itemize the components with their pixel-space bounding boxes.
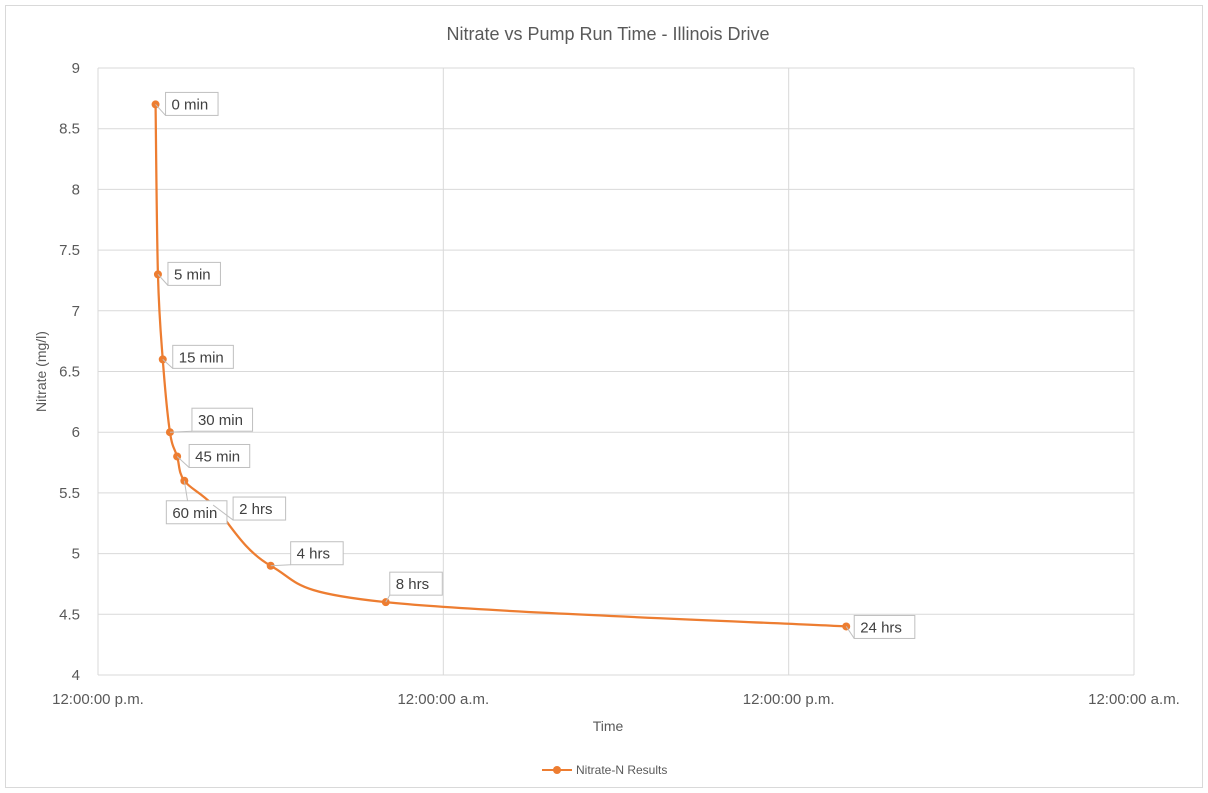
data-label-layer: 0 min 5 min 15 min 30 min 45 min 60 min 2 hrs 4… <box>155 91 916 639</box>
chart-frame <box>5 5 1203 788</box>
y-tick-label: 5.5 <box>59 485 80 502</box>
data-label-leader <box>155 104 166 116</box>
data-label-box <box>290 541 344 566</box>
y-tick-label: 9 <box>72 60 80 77</box>
y-tick-label: 8.5 <box>59 121 80 138</box>
data-label-box <box>188 443 251 468</box>
x-tick-label: 12:00:00 p.m. <box>743 691 835 708</box>
x-tick-label: 12:00:00 a.m. <box>1088 691 1180 708</box>
data-label: 5 min <box>174 266 211 283</box>
gridlines <box>97 67 1135 676</box>
y-tick-label: 7 <box>72 303 80 320</box>
y-tick-label: 6 <box>72 424 80 441</box>
data-label-leader <box>176 456 190 468</box>
data-label: 2 hrs <box>239 501 272 518</box>
data-label-box <box>191 407 254 432</box>
data-label-box <box>232 496 287 521</box>
data-label: 30 min <box>198 412 243 429</box>
series-layer <box>151 100 851 631</box>
axes: 4 4.5 5 5.5 6 6.5 7 7.5 8 8.5 9 12:00:00 p.m. 12:00:… <box>52 60 1180 708</box>
legend-marker <box>553 766 561 774</box>
x-tick-label: 12:00:00 a.m. <box>397 691 489 708</box>
series-line <box>154 104 847 628</box>
y-axis-label: Nitrate (mg/l) <box>33 331 49 412</box>
data-label: 15 min <box>179 349 224 366</box>
y-tick-label: 8 <box>72 181 80 198</box>
data-label: 8 hrs <box>396 576 429 593</box>
x-axis-label: Time <box>593 718 624 734</box>
data-label-leader <box>157 274 169 286</box>
data-label-leader <box>845 626 855 639</box>
data-label-leader <box>270 564 291 567</box>
y-tick-label: 6.5 <box>59 364 80 381</box>
data-label-leader <box>212 504 234 521</box>
y-tick-label: 4.5 <box>59 606 80 623</box>
y-tick-label: 7.5 <box>59 242 80 259</box>
data-label-leader <box>162 358 174 369</box>
data-label-box <box>165 500 228 525</box>
legend-label: Nitrate-N Results <box>576 763 667 777</box>
y-tick-label: 4 <box>72 667 80 684</box>
x-tick-label: 12:00:00 p.m. <box>52 691 144 708</box>
data-label: 4 hrs <box>297 546 330 563</box>
chart-title: Nitrate vs Pump Run Time - Illinois Driv… <box>446 24 769 44</box>
data-label: 24 hrs <box>860 619 902 636</box>
legend[interactable]: Nitrate-N Results <box>542 763 667 777</box>
data-label-leader <box>385 594 391 603</box>
data-label-box <box>172 344 234 369</box>
data-label: 45 min <box>195 448 240 465</box>
data-label-box <box>167 261 221 286</box>
data-label-leader <box>169 430 192 433</box>
data-label: 0 min <box>172 96 209 113</box>
data-label-leader <box>183 480 189 501</box>
data-label: 60 min <box>172 505 217 522</box>
y-tick-label: 5 <box>72 546 80 563</box>
data-label-box <box>853 614 916 639</box>
data-label-box <box>165 91 219 116</box>
data-label-box <box>389 571 443 596</box>
